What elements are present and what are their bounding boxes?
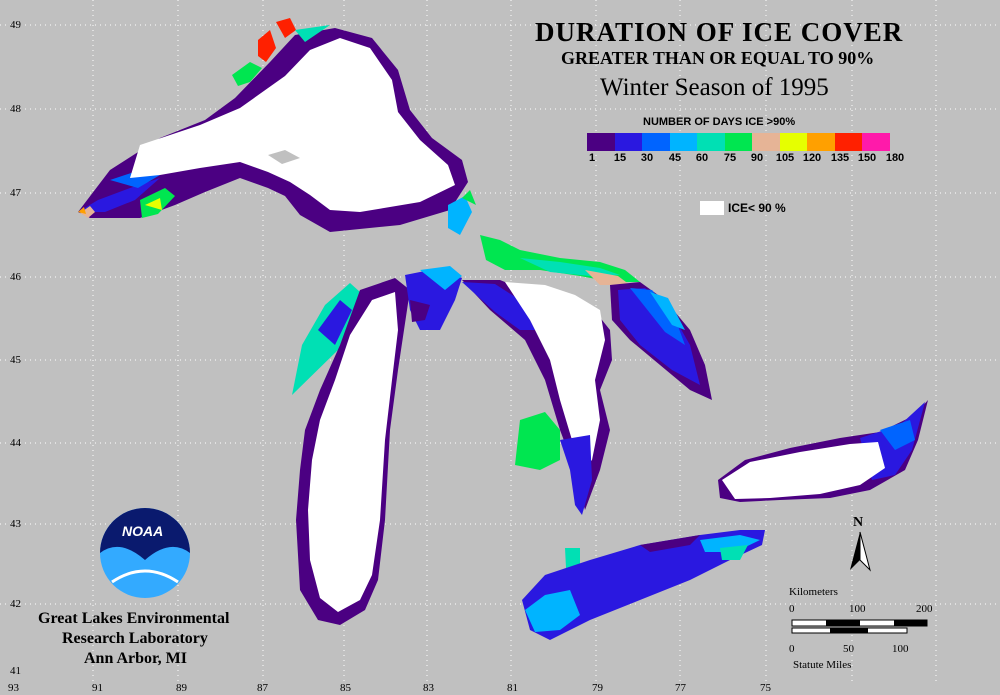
legend-swatch [642, 133, 670, 151]
lat-label: 49 [10, 19, 22, 31]
map-title: DURATION OF ICE COVER [535, 17, 904, 47]
lon-label: 75 [760, 682, 772, 694]
legend-tick-label: 15 [613, 152, 627, 164]
lake-erie [522, 530, 765, 640]
legend-tick-label: 60 [695, 152, 709, 164]
lon-label: 85 [340, 682, 352, 694]
credit-line-1: Great Lakes Environmental [38, 610, 230, 627]
legend-swatch [724, 133, 752, 151]
north-arrow-label: N [853, 515, 863, 530]
map-season: Winter Season of 1995 [600, 74, 829, 101]
lon-label: 83 [423, 682, 435, 694]
lake-st-clair [565, 548, 580, 568]
lat-label: 47 [10, 187, 22, 199]
legend-tick-label: 150 [857, 152, 877, 164]
legend-swatch [834, 133, 862, 151]
north-arrow: N [850, 515, 871, 572]
legend-tick-label: 1 [588, 152, 596, 164]
legend-tick-label: 75 [723, 152, 737, 164]
ice-less-90-label: ICE< 90 % [728, 201, 786, 215]
credit-line-2: Research Laboratory [62, 630, 208, 647]
lat-label: 45 [10, 354, 22, 366]
noaa-logo-text: NOAA [122, 523, 163, 539]
lat-label: 44 [10, 437, 22, 449]
lon-label: 81 [507, 682, 518, 694]
longitude-labels: 93 91 89 87 85 83 81 79 77 75 [8, 682, 772, 694]
lon-label: 89 [176, 682, 188, 694]
lat-label: 42 [10, 598, 21, 610]
legend-swatch [614, 133, 642, 151]
scale-mi-tick: 50 [843, 643, 854, 655]
legend-tick-label: 30 [640, 152, 654, 164]
noaa-logo: NOAA [100, 508, 190, 598]
scale-bar [791, 619, 928, 634]
scale-km-title: Kilometers [789, 586, 838, 598]
map-subtitle: GREATER THAN OR EQUAL TO 90% [561, 48, 875, 68]
lon-label: 93 [8, 682, 20, 694]
legend-swatch [587, 133, 615, 151]
legend-tick-label: 180 [885, 152, 905, 164]
legend-tick-label: 105 [775, 152, 795, 164]
legend-tick-label: 90 [750, 152, 764, 164]
legend-swatch [697, 133, 725, 151]
legend-title: NUMBER OF DAYS ICE >90% [643, 116, 796, 128]
latitude-labels: 49 48 47 46 45 44 43 42 41 [10, 19, 22, 677]
credit-line-3: Ann Arbor, MI [84, 650, 187, 667]
scale-mi-tick: 100 [892, 643, 909, 655]
ice-less-90-swatch [700, 201, 724, 215]
lon-label: 87 [257, 682, 269, 694]
lake-superior [78, 18, 476, 235]
legend-tick-label: 45 [668, 152, 682, 164]
lat-label: 43 [10, 518, 22, 530]
lon-label: 91 [92, 682, 103, 694]
lat-label: 46 [10, 271, 22, 283]
legend-swatch [779, 133, 807, 151]
north-channel [480, 235, 640, 285]
legend-tick-label: 120 [802, 152, 822, 164]
scale-mi-title: Statute Miles [793, 659, 852, 671]
legend-color-bar [587, 133, 890, 151]
lat-label: 41 [10, 665, 21, 677]
legend-swatch [669, 133, 697, 151]
scale-mi-tick: 0 [789, 643, 795, 655]
lat-label: 48 [10, 103, 22, 115]
scale-km-tick: 0 [789, 603, 795, 615]
lon-label: 79 [592, 682, 604, 694]
legend-ticks: 1 15 30 45 60 75 90 105 120 135 150 180 [578, 152, 938, 166]
scale-km-tick: 100 [849, 603, 866, 615]
lon-label: 77 [675, 682, 687, 694]
lake-huron [462, 280, 712, 515]
scale-km-tick: 200 [916, 603, 933, 615]
lake-ontario [718, 400, 928, 502]
legend-swatch [752, 133, 780, 151]
lake-michigan [292, 266, 462, 625]
legend-tick-label: 135 [830, 152, 850, 164]
legend-swatch [807, 133, 835, 151]
legend-swatch [862, 133, 890, 151]
